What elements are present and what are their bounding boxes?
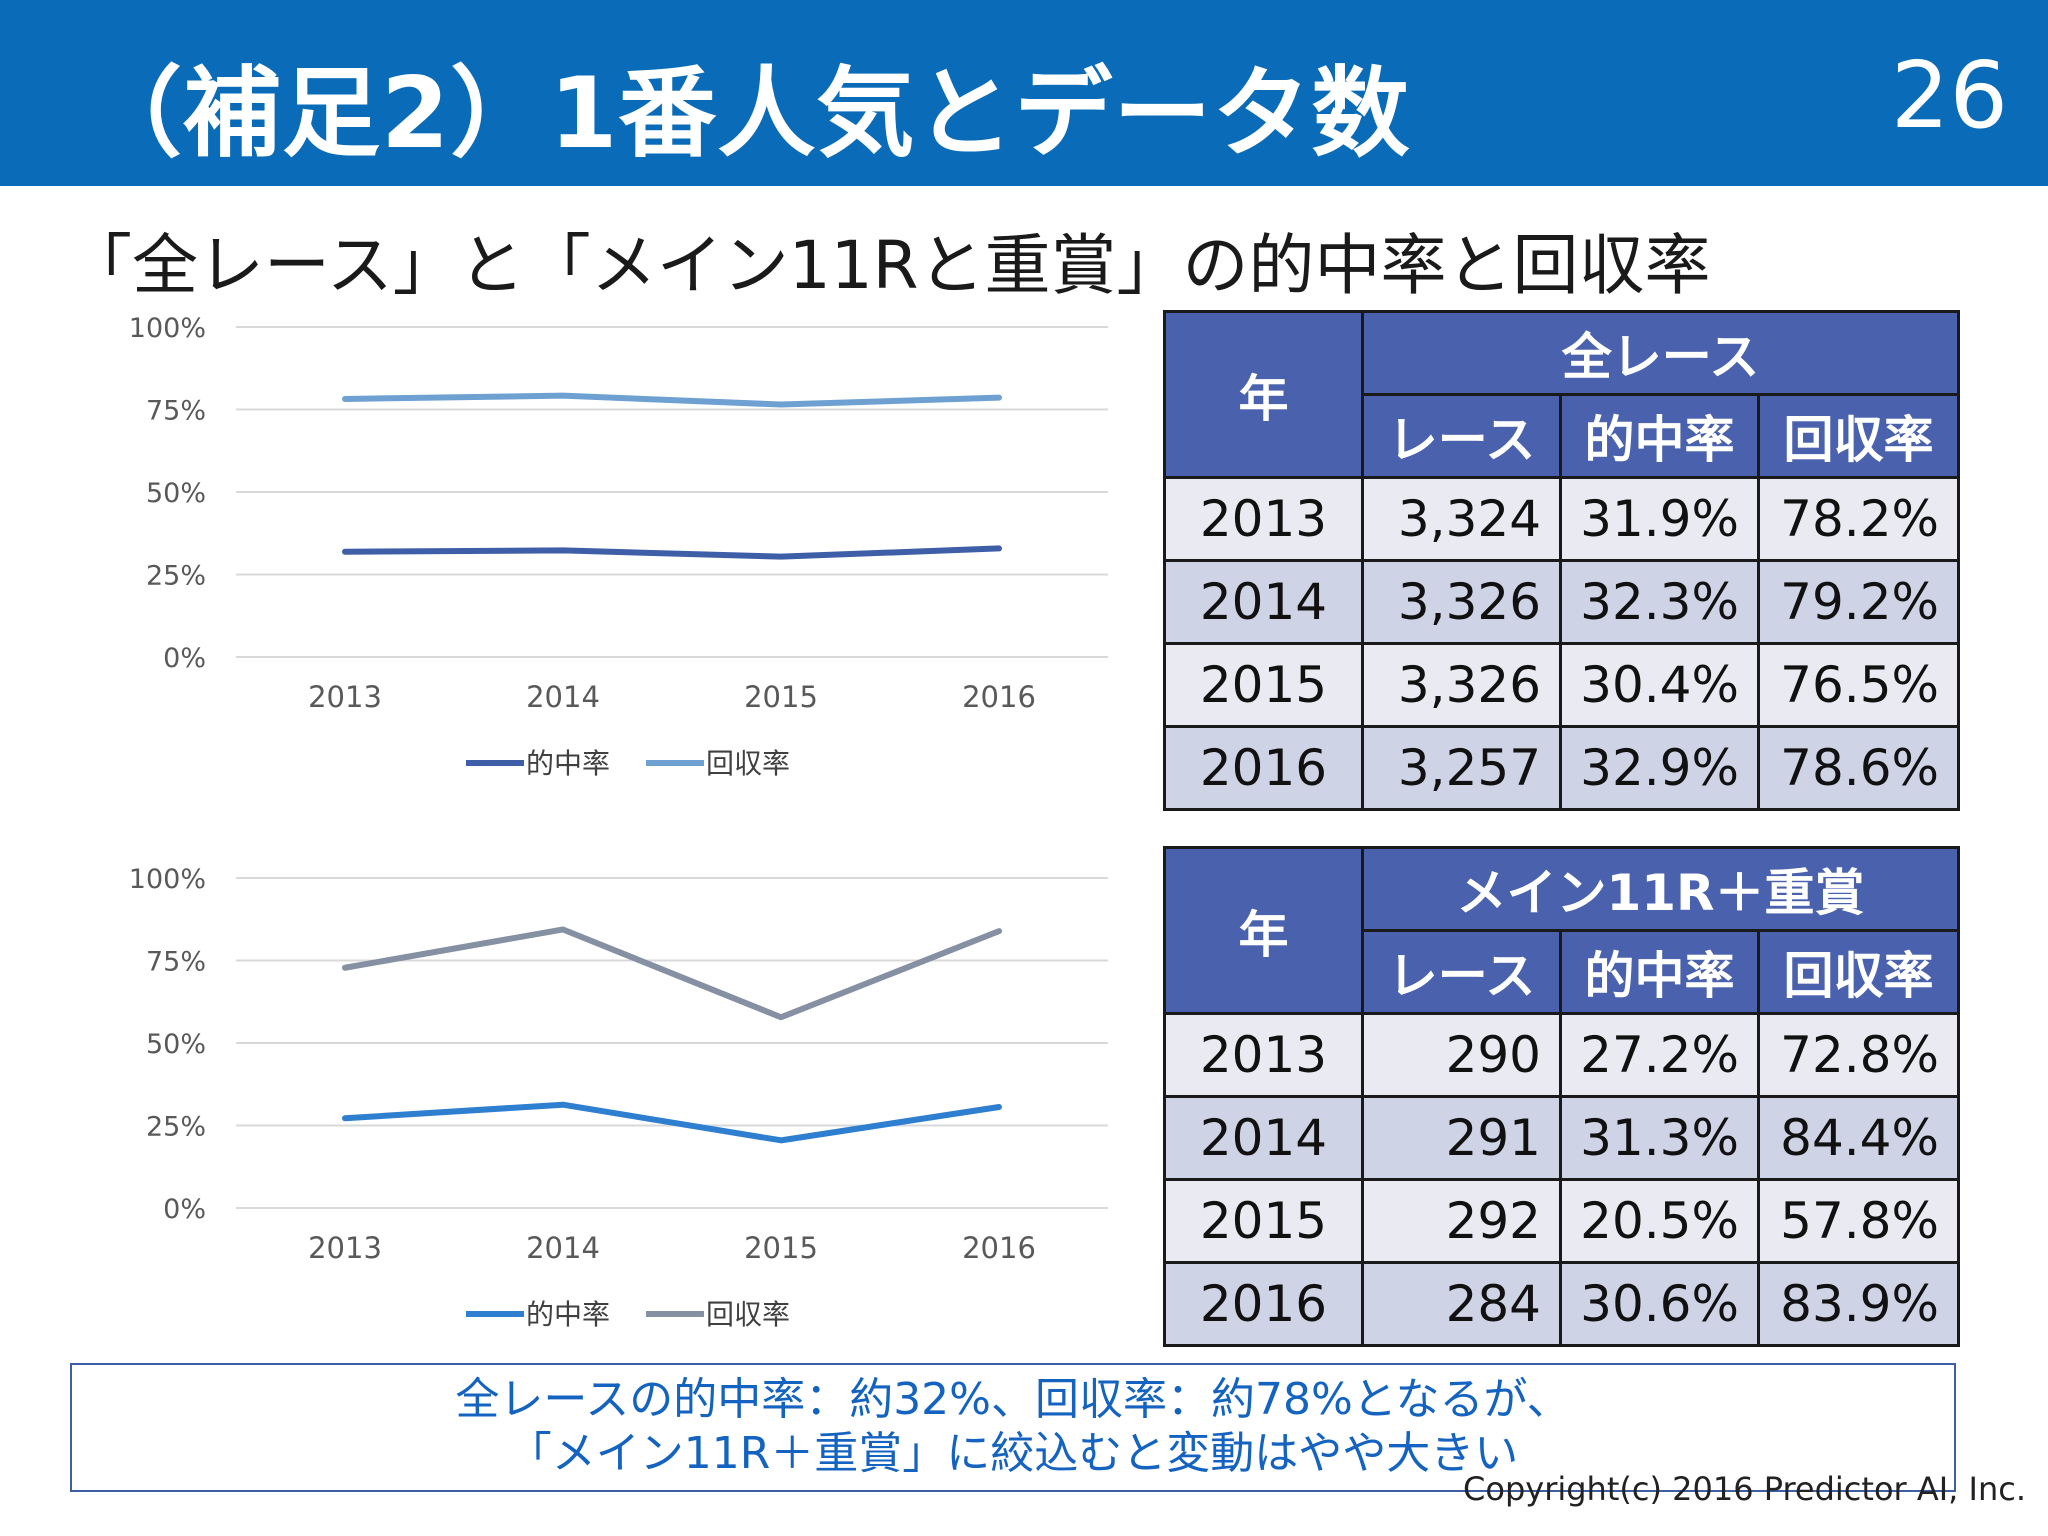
column-header: 的中率 (1559, 929, 1760, 1015)
hit-rate-cell: 27.2% (1559, 1012, 1760, 1098)
x-tick-label: 2014 (526, 680, 600, 714)
x-tick-label: 2013 (308, 1231, 382, 1265)
x-tick-label: 2016 (962, 680, 1036, 714)
table-row: 2013 290 27.2% 72.8% (1163, 1012, 1960, 1098)
return-rate-cell: 84.4% (1757, 1095, 1960, 1181)
legend-label: 回収率 (706, 747, 790, 780)
return-rate-cell: 83.9% (1757, 1261, 1960, 1347)
group-header: メイン11R＋重賞 (1361, 846, 1960, 932)
races-cell: 3,326 (1361, 642, 1562, 728)
hit-rate-cell: 20.5% (1559, 1178, 1760, 1264)
x-tick-label: 2016 (962, 1231, 1036, 1265)
return-rate-cell: 79.2% (1756, 559, 1961, 645)
page-number: 26 (1890, 42, 2008, 149)
summary-note-line: 「メイン11R＋重賞」に絞込むと変動はやや大きい (507, 1428, 1519, 1479)
copyright-notice: Copyright(c) 2016 Predictor AI, Inc. (1463, 1470, 2026, 1508)
races-cell: 290 (1361, 1012, 1562, 1098)
races-cell: 291 (1361, 1095, 1562, 1181)
return-rate-cell: 57.8% (1757, 1178, 1960, 1264)
table-row: 2015 292 20.5% 57.8% (1163, 1178, 1960, 1264)
summary-note-box: 全レースの的中率：約32%、回収率：約78%となるが、 「メイン11R＋重賞」に… (70, 1363, 1956, 1492)
year-cell: 2016 (1163, 1261, 1364, 1347)
races-cell: 3,326 (1361, 559, 1562, 645)
y-tick-label: 25% (146, 1112, 206, 1143)
table-row: 2016 3,257 32.9% 78.6% (1163, 725, 1961, 811)
year-cell: 2016 (1163, 725, 1364, 811)
column-header: 回収率 (1756, 393, 1961, 479)
year-cell: 2015 (1163, 642, 1364, 728)
y-tick-label: 100% (129, 864, 206, 895)
table-main-races: 年 メイン11R＋重賞 レース 的中率 回収率 2013 290 27.2% 7… (1163, 846, 1960, 1347)
table-row: 2014 3,326 32.3% 79.2% (1163, 559, 1961, 645)
year-cell: 2013 (1163, 1012, 1364, 1098)
line-chart-all-races: 100% 75% 50% 25% 0% 2013 2014 2015 2016 的中率 回収率 (129, 313, 1108, 780)
table-header-row: 年 メイン11R＋重賞 (1163, 846, 1960, 1015)
column-header: 回収率 (1757, 929, 1960, 1015)
group-header: 全レース (1360, 310, 1961, 396)
races-cell: 284 (1361, 1261, 1562, 1347)
return-rate-cell: 72.8% (1757, 1012, 1960, 1098)
table-all-races: 年 全レース レース 的中率 回収率 2013 3,324 31.9% 78.2… (1163, 310, 1961, 811)
y-tick-label: 100% (129, 313, 206, 344)
header-bar: （補足2）1番人気とデータ数 26 (0, 0, 2048, 186)
series-line (342, 1101, 1002, 1144)
return-rate-cell: 78.2% (1756, 476, 1961, 562)
year-cell: 2015 (1163, 1178, 1364, 1264)
x-tick-label: 2015 (744, 1231, 818, 1265)
line-chart-main-races: 100% 75% 50% 25% 0% 2013 2014 2015 2016 的中率 回収率 (129, 864, 1108, 1331)
x-tick-label: 2013 (308, 680, 382, 714)
series-line (342, 545, 1002, 560)
summary-note-line: 全レースの的中率：約32%、回収率：約78%となるが、 (455, 1374, 1571, 1425)
y-tick-label: 0% (163, 1194, 206, 1225)
series-line (342, 926, 1002, 1021)
legend-label: 的中率 (526, 1298, 610, 1331)
hit-rate-cell: 31.3% (1559, 1095, 1760, 1181)
table-row: 2014 291 31.3% 84.4% (1163, 1095, 1960, 1181)
slide-title: （補足2）1番人気とデータ数 (84, 57, 1411, 171)
column-header: 的中率 (1559, 393, 1760, 479)
races-cell: 292 (1361, 1178, 1562, 1264)
hit-rate-cell: 32.9% (1559, 725, 1760, 811)
slide-subtitle: 「全レース」と「メイン11Rと重賞」の的中率と回収率 (66, 227, 1711, 304)
y-tick-label: 75% (146, 396, 206, 427)
return-rate-cell: 78.6% (1756, 725, 1961, 811)
hit-rate-cell: 32.3% (1559, 559, 1760, 645)
table-row: 2013 3,324 31.9% 78.2% (1163, 476, 1961, 562)
year-header: 年 (1163, 310, 1364, 479)
races-cell: 3,324 (1361, 476, 1562, 562)
table-header-row: 年 全レース (1163, 310, 1961, 479)
y-tick-label: 50% (146, 1029, 206, 1060)
x-tick-label: 2014 (526, 1231, 600, 1265)
year-cell: 2014 (1163, 1095, 1364, 1181)
year-cell: 2013 (1163, 476, 1364, 562)
hit-rate-cell: 30.4% (1559, 642, 1760, 728)
legend-label: 的中率 (526, 747, 610, 780)
year-cell: 2014 (1163, 559, 1364, 645)
y-tick-label: 75% (146, 947, 206, 978)
hit-rate-cell: 31.9% (1559, 476, 1760, 562)
x-tick-label: 2015 (744, 680, 818, 714)
y-tick-label: 0% (163, 643, 206, 674)
column-header: レース (1361, 929, 1562, 1015)
year-header: 年 (1163, 846, 1364, 1015)
return-rate-cell: 76.5% (1756, 642, 1961, 728)
races-cell: 3,257 (1361, 725, 1562, 811)
y-tick-label: 25% (146, 561, 206, 592)
hit-rate-cell: 30.6% (1559, 1261, 1760, 1347)
table-row: 2016 284 30.6% 83.9% (1163, 1261, 1960, 1347)
table-subheader-row: レース 的中率 回収率 (1165, 929, 1960, 1015)
table-subheader-row: レース 的中率 回収率 (1165, 393, 1961, 479)
series-line (342, 392, 1002, 408)
column-header: レース (1361, 393, 1562, 479)
table-row: 2015 3,326 30.4% 76.5% (1163, 642, 1961, 728)
legend-label: 回収率 (706, 1298, 790, 1331)
y-tick-label: 50% (146, 478, 206, 509)
